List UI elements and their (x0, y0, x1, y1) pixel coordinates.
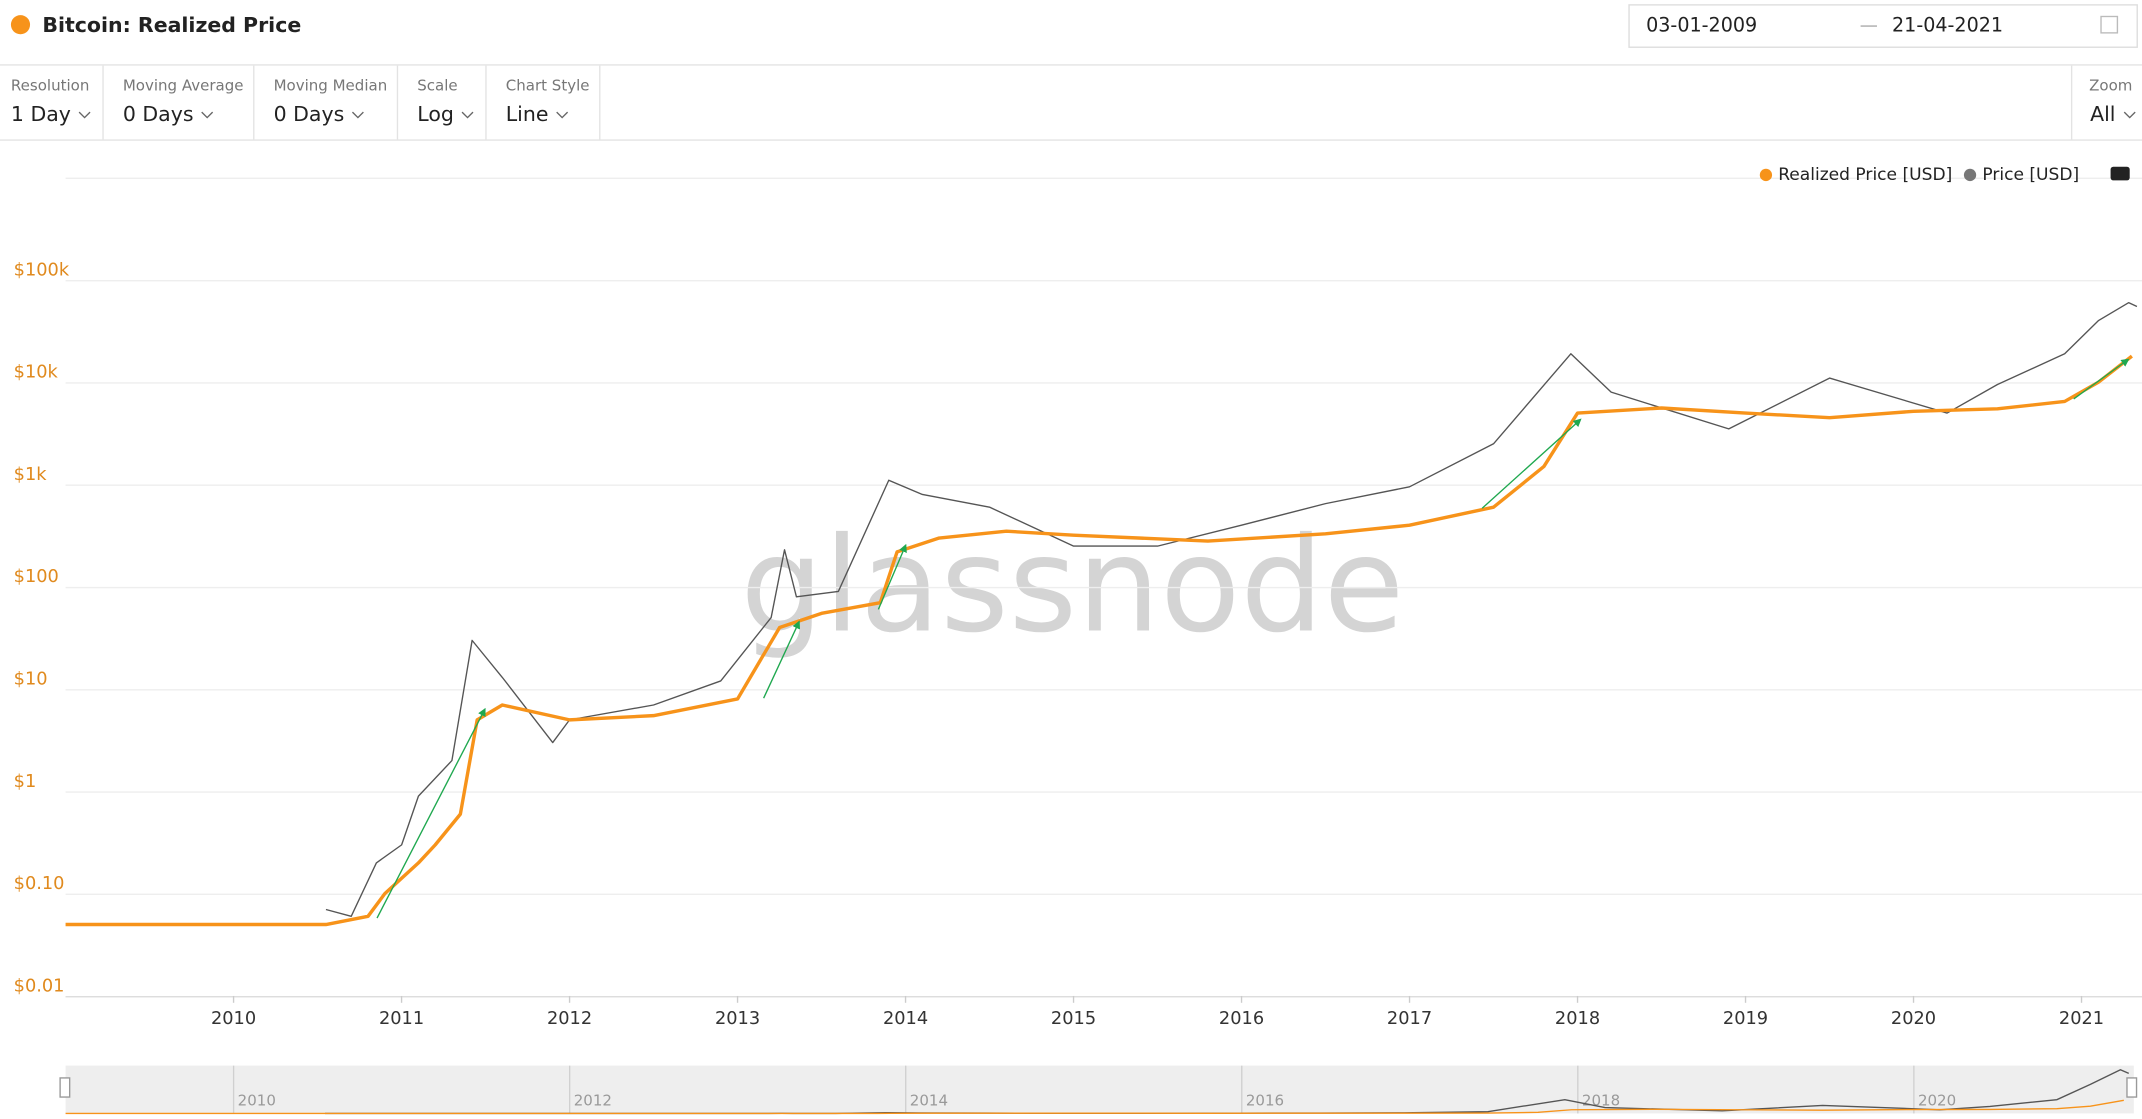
date-to[interactable]: 21-04-2021 (1892, 14, 2003, 37)
nav-label: 2014 (910, 1092, 948, 1110)
watermark: glassnode (740, 508, 1404, 661)
navigator[interactable] (65, 1065, 2134, 1114)
y-tick-label: $100k (14, 260, 70, 280)
trend-arrow (2073, 358, 2130, 400)
calendar-icon[interactable] (2100, 15, 2119, 34)
y-tick-label: $1k (14, 465, 48, 485)
y-tick-label: $0.10 (14, 874, 65, 894)
chevron (2123, 111, 2136, 119)
trend-arrow (763, 620, 800, 699)
legend-label[interactable]: Price [USD] (1982, 165, 2079, 185)
x-tick-label: 2015 (1051, 1009, 1096, 1029)
control-value[interactable]: Line (506, 102, 549, 126)
trend-arrow (877, 543, 907, 610)
price-line (325, 301, 2138, 918)
y-tick-label: $10 (14, 670, 48, 690)
date-from[interactable]: 03-01-2009 (1646, 14, 1757, 37)
control-value[interactable]: 0 Days (123, 102, 194, 126)
x-tick-label: 2010 (211, 1009, 256, 1029)
coin-icon (10, 15, 31, 35)
nav-handle[interactable] (2126, 1077, 2138, 1098)
x-tick-label: 2021 (2059, 1009, 2104, 1029)
legend-swatch (1759, 168, 1773, 182)
date-range[interactable] (1628, 4, 2138, 48)
x-tick-label: 2013 (715, 1009, 760, 1029)
x-tick-label: 2016 (1219, 1009, 1264, 1029)
title: Bitcoin: Realized Price (42, 13, 301, 37)
y-tick-label: $1 (14, 772, 37, 792)
zoom-value[interactable]: All (2090, 102, 2115, 126)
y-tick-label: $0.01 (14, 976, 65, 996)
nav-line (65, 1099, 2124, 1115)
zoom-label: Zoom (2089, 77, 2132, 95)
x-tick-label: 2011 (379, 1009, 424, 1029)
chevron (78, 111, 91, 119)
x-tick-label: 2019 (1723, 1009, 1768, 1029)
nav-label: 2010 (238, 1092, 276, 1110)
legend-swatch (1963, 168, 1977, 182)
control-label: Chart Style (506, 77, 590, 95)
nav-label: 2012 (574, 1092, 612, 1110)
chevron (351, 111, 364, 119)
control-label: Scale (417, 77, 457, 95)
realized-price-line (65, 354, 2133, 927)
nav-handle[interactable] (59, 1077, 71, 1098)
chevron (556, 111, 569, 119)
y-tick-label: $100 (14, 567, 59, 587)
chevron (201, 111, 214, 119)
trend-arrow (1481, 418, 1582, 509)
control-value[interactable]: Log (417, 102, 454, 126)
y-tick-label: $10k (14, 363, 59, 383)
x-tick-label: 2014 (883, 1009, 928, 1029)
control-label: Resolution (11, 77, 89, 95)
control-label: Moving Average (123, 77, 244, 95)
annotations (376, 358, 2130, 919)
control-value[interactable]: 0 Days (274, 102, 345, 126)
nav-label: 2020 (1918, 1092, 1956, 1110)
chevron (461, 111, 474, 119)
control-value[interactable]: 1 Day (11, 102, 71, 126)
nav-label: 2016 (1246, 1092, 1284, 1110)
x-tick-label: 2017 (1387, 1009, 1432, 1029)
x-tick-label: 2020 (1891, 1009, 1936, 1029)
x-tick-label: 2012 (547, 1009, 592, 1029)
trend-arrow (376, 707, 486, 919)
legend-label[interactable]: Realized Price [USD] (1778, 165, 1952, 185)
control-label: Moving Median (274, 77, 388, 95)
camera-icon[interactable] (2110, 166, 2130, 181)
x-tick-label: 2018 (1555, 1009, 1600, 1029)
